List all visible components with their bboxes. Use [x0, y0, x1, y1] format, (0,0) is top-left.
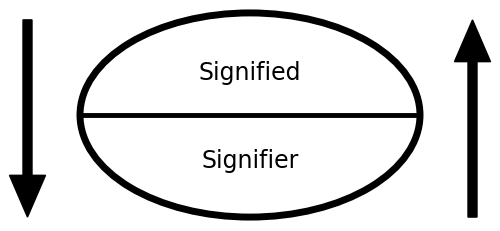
FancyArrow shape: [454, 21, 490, 217]
Text: Signifier: Signifier: [202, 149, 298, 173]
FancyArrow shape: [10, 21, 46, 217]
Text: Signified: Signified: [199, 61, 301, 85]
